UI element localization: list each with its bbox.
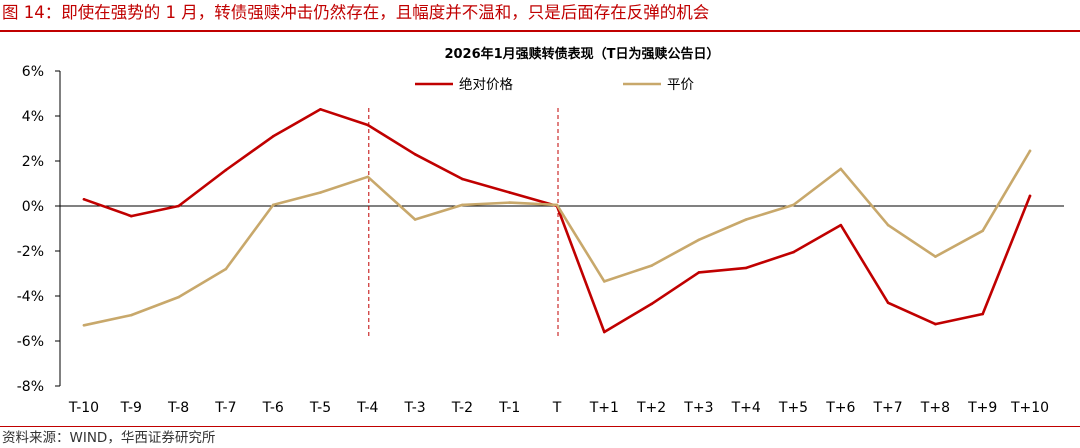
- y-tick-label: -8%: [17, 379, 44, 395]
- data-point: [82, 197, 86, 201]
- y-tick-label: -4%: [17, 289, 44, 305]
- data-point: [508, 201, 512, 204]
- data-point: [177, 204, 180, 208]
- x-tick-label: T+7: [872, 400, 902, 416]
- y-tick-label: 0%: [22, 199, 44, 215]
- data-point: [981, 229, 984, 233]
- data-point: [886, 301, 890, 305]
- data-point: [744, 218, 748, 221]
- data-point: [271, 203, 275, 207]
- y-tick-label: 6%: [22, 64, 44, 80]
- x-tick-label: T+8: [920, 400, 950, 416]
- series-line-1: [82, 108, 1032, 334]
- data-point: [1028, 194, 1032, 198]
- x-tick-label: T+3: [683, 400, 713, 416]
- source-note: 资料来源：WIND，华西证券研究所: [2, 430, 216, 446]
- data-point: [366, 123, 370, 127]
- x-tick-label: T-5: [309, 400, 331, 416]
- x-tick-label: T+4: [731, 400, 761, 416]
- data-point: [130, 313, 133, 317]
- data-point: [981, 312, 984, 316]
- data-point: [130, 214, 133, 218]
- data-point: [839, 167, 843, 171]
- x-tick-label: T+6: [825, 400, 855, 416]
- legend-label: 绝对价格: [459, 77, 513, 93]
- y-tick-label: 2%: [22, 154, 44, 170]
- data-point: [82, 323, 86, 327]
- data-point: [792, 250, 795, 254]
- x-tick-label: T-9: [120, 400, 142, 416]
- data-point: [508, 191, 512, 194]
- x-tick-label: T-3: [403, 400, 425, 416]
- data-point: [177, 295, 180, 299]
- data-point: [934, 255, 937, 258]
- x-tick-label: T-4: [356, 400, 378, 416]
- y-tick-label: -2%: [17, 244, 44, 260]
- x-tick-label: T-8: [167, 400, 189, 416]
- x-tick-label: T-7: [214, 400, 236, 416]
- y-tick-label: 4%: [22, 109, 44, 125]
- series-layer: [82, 107, 1032, 334]
- figure-title: 图 14：即使在强势的 1 月，转债强赎冲击仍然存在，且幅度并不温和，只是后面存…: [2, 3, 710, 22]
- title-divider: [0, 30, 1080, 32]
- data-point: [413, 218, 417, 221]
- series-line-2: [82, 149, 1032, 327]
- line-chart: 2026年1月强赎转债表现（T日为强赎公告日） 绝对价格 平价 6% 4% 2% 0% -…: [17, 46, 1064, 416]
- data-point: [319, 107, 322, 111]
- data-point: [697, 238, 701, 242]
- data-point: [839, 223, 843, 227]
- chart-title: 2026年1月强赎转债表现（T日为强赎公告日）: [444, 46, 719, 62]
- data-point: [1028, 149, 1032, 153]
- data-point: [603, 330, 606, 334]
- x-tick-label: T-6: [262, 400, 284, 416]
- data-point: [224, 168, 228, 172]
- footer-divider: [0, 426, 1080, 427]
- y-tick-label: -6%: [17, 334, 44, 350]
- x-tick-label: T-1: [498, 400, 520, 416]
- x-tick-label: T+2: [636, 400, 666, 416]
- data-point: [744, 266, 748, 270]
- data-point: [603, 280, 606, 283]
- axes: 6% 4% 2% 0% -2% -4% -6% -8% T-10 T-9 T-8 T-7 T-6 T-5 T…: [17, 64, 1064, 416]
- data-point: [934, 322, 937, 326]
- data-point: [319, 191, 322, 194]
- data-point: [224, 267, 228, 271]
- x-tick-label: T+1: [589, 400, 619, 416]
- legend: 绝对价格 平价: [415, 77, 695, 93]
- data-point: [697, 271, 701, 274]
- data-point: [413, 152, 417, 156]
- x-tick-label: T-10: [68, 400, 99, 416]
- x-tick-label: T+5: [778, 400, 808, 416]
- data-point: [650, 302, 653, 306]
- x-tick-label: T: [552, 400, 562, 416]
- data-point: [792, 203, 795, 207]
- x-tick-label: T-2: [451, 400, 473, 416]
- data-point: [886, 223, 890, 227]
- data-point: [461, 203, 464, 207]
- data-point: [271, 134, 275, 138]
- x-tick-label: T+9: [967, 400, 997, 416]
- reference-lines: [368, 108, 559, 338]
- data-point: [555, 203, 559, 207]
- data-point: [461, 177, 464, 181]
- data-point: [650, 264, 653, 267]
- x-tick-label: T+10: [1010, 400, 1049, 416]
- data-point: [366, 175, 370, 179]
- legend-label: 平价: [667, 77, 695, 93]
